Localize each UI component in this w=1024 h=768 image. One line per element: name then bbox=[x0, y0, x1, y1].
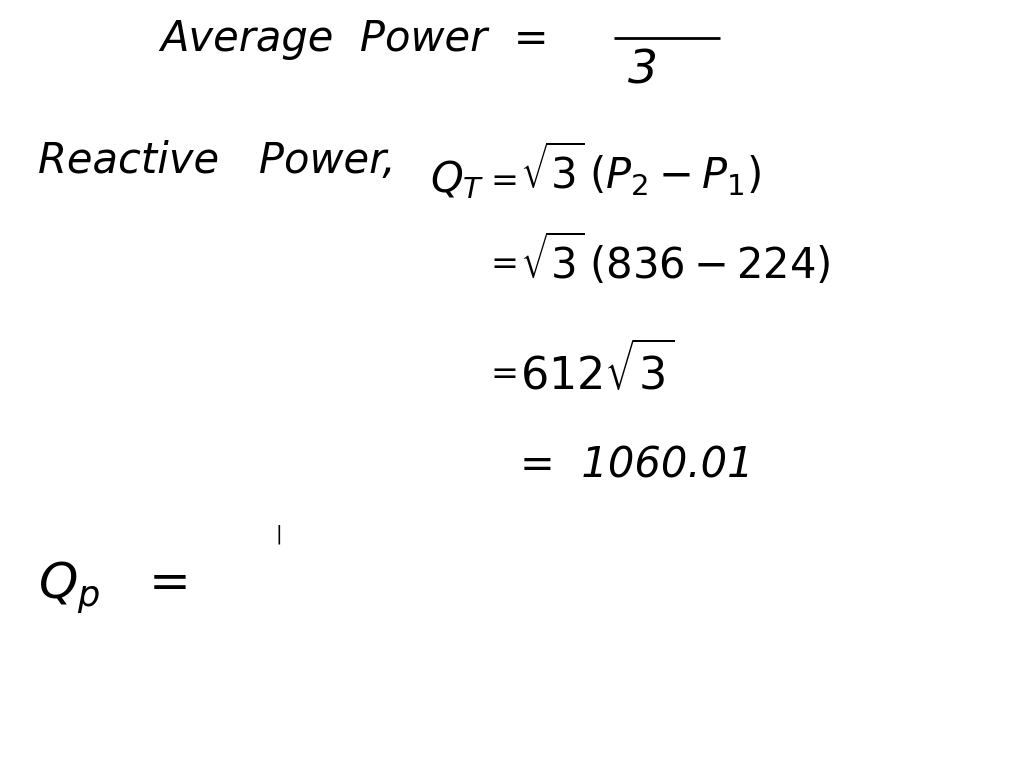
Text: $\sqrt{3}\,( P_2 - P_1 )$: $\sqrt{3}\,( P_2 - P_1 )$ bbox=[520, 140, 761, 198]
Text: 3: 3 bbox=[628, 48, 658, 93]
Text: $612\sqrt{3}$: $612\sqrt{3}$ bbox=[520, 342, 675, 399]
Text: =: = bbox=[490, 358, 518, 391]
Text: =  1060.01: = 1060.01 bbox=[520, 445, 754, 487]
Text: Reactive   Power,: Reactive Power, bbox=[38, 140, 395, 182]
Text: $Q_p$   =: $Q_p$ = bbox=[38, 560, 187, 616]
Text: Average  Power  =: Average Power = bbox=[160, 18, 549, 60]
Text: =: = bbox=[490, 165, 518, 198]
Text: =: = bbox=[490, 248, 518, 281]
Text: $Q_T$: $Q_T$ bbox=[430, 158, 484, 201]
Text: |: | bbox=[275, 525, 282, 545]
Text: $\sqrt{3}\,( 836 - 224)$: $\sqrt{3}\,( 836 - 224)$ bbox=[520, 232, 830, 289]
